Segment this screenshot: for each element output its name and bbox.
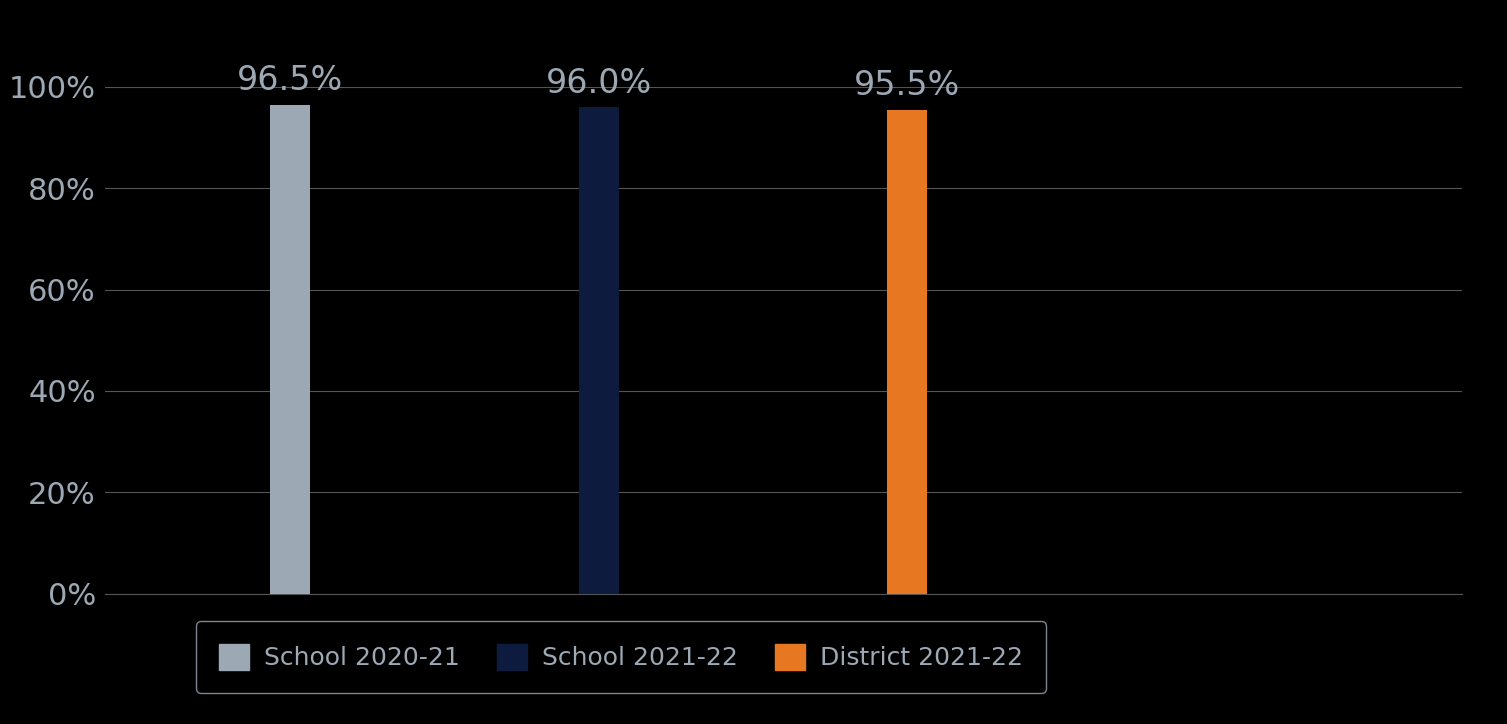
Legend: School 2020-21, School 2021-22, District 2021-22: School 2020-21, School 2021-22, District… (196, 621, 1046, 693)
Bar (270, 105, 310, 594)
Text: 96.0%: 96.0% (546, 67, 653, 100)
Bar (888, 110, 927, 594)
Bar (579, 107, 619, 594)
Text: 95.5%: 95.5% (854, 69, 960, 102)
Text: 96.5%: 96.5% (237, 64, 344, 97)
